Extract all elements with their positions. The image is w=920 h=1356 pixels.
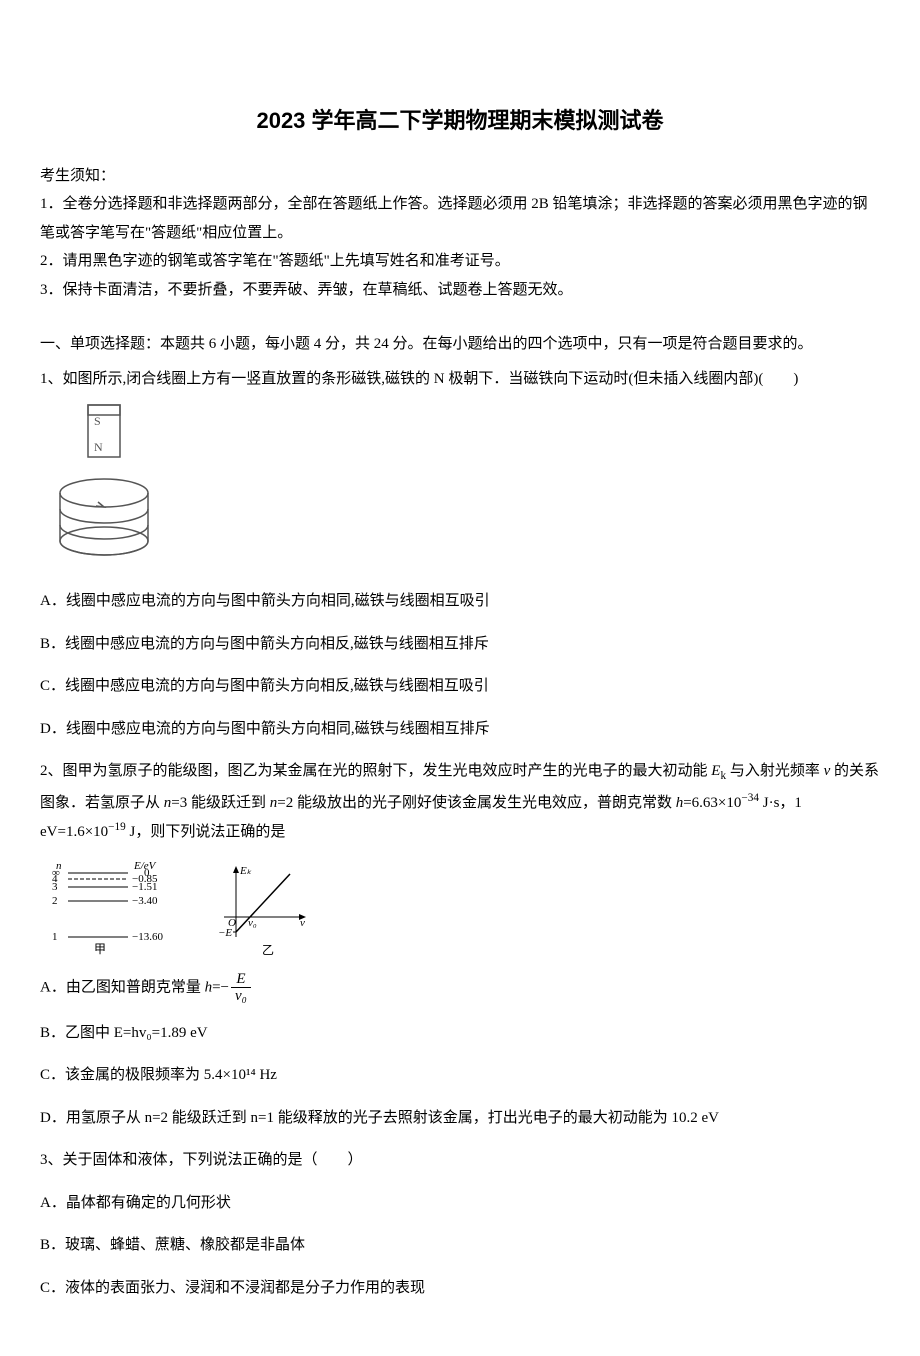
q3-option-c: C．液体的表面张力、浸润和不浸润都是分子力作用的表现 <box>40 1274 880 1303</box>
level-e-1: −13.60 <box>132 931 163 943</box>
q2a-h: h <box>205 979 213 995</box>
q2-text-part: J，则下列说法正确的是 <box>126 824 286 840</box>
instruction-item: 1．全卷分选择题和非选择题两部分，全部在答题纸上作答。选择题必须用 2B 铅笔填… <box>40 190 880 247</box>
exam-title: 2023 学年高二下学期物理期末模拟测试卷 <box>40 100 880 142</box>
instruction-item: 2．请用黑色字迹的钢笔或答字笔在"答题纸"上先填写姓名和准考证号。 <box>40 247 880 276</box>
level-n-2: 2 <box>52 895 58 907</box>
question-1: 1、如图所示,闭合线圈上方有一竖直放置的条形磁铁,磁铁的 N 极朝下．当磁铁向下… <box>40 365 880 744</box>
figure-jia-label: 甲 <box>94 942 106 956</box>
question-2-text: 2、图甲为氢原子的能级图，图乙为某金属在光的照射下，发生光电效应时产生的光电子的… <box>40 757 880 846</box>
q2-text-part: 与入射光频率 <box>726 763 824 779</box>
q2-text-part: 2、图甲为氢原子的能级图，图乙为某金属在光的照射下，发生光电效应时产生的光电子的… <box>40 763 711 779</box>
q2-text-part: =6.63×10 <box>683 795 741 811</box>
q1-option-a: A．线圈中感应电流的方向与图中箭头方向相同,磁铁与线圈相互吸引 <box>40 587 880 616</box>
q2-text-part: =3 能级跃迁到 <box>171 795 269 811</box>
q2a-prefix: A．由乙图知普朗克常量 <box>40 979 205 995</box>
v-axis-label: v <box>300 917 305 929</box>
level-e-3: −1.51 <box>132 881 157 893</box>
question-1-text: 1、如图所示,闭合线圈上方有一竖直放置的条形磁铁,磁铁的 N 极朝下．当磁铁向下… <box>40 365 880 394</box>
neg-e-label: −E <box>218 927 232 939</box>
v0-label: v₀ <box>248 917 257 929</box>
q2-exp: −34 <box>741 792 759 804</box>
q1-option-c: C．线圈中感应电流的方向与图中箭头方向相反,磁铁与线圈相互吸引 <box>40 672 880 701</box>
q2-option-a: A．由乙图知普朗克常量 h=−Ev₀ <box>40 971 880 1005</box>
q2a-eq: =− <box>212 979 229 995</box>
section-1-intro: 一、单项选择题：本题共 6 小题，每小题 4 分，共 24 分。在每小题给出的四… <box>40 330 880 359</box>
level-n-1: 1 <box>52 931 58 943</box>
magnet-s-label: S <box>94 414 101 428</box>
instruction-item: 3．保持卡面清洁，不要折叠，不要弄破、弄皱，在草稿纸、试题卷上答题无效。 <box>40 276 880 305</box>
level-n-3: 3 <box>52 881 58 893</box>
question-3: 3、关于固体和液体，下列说法正确的是（ ） A．晶体都有确定的几何形状 B．玻璃… <box>40 1146 880 1302</box>
figure-q1: S N <box>46 403 880 573</box>
q2a-fraction: Ev₀ <box>231 971 251 1005</box>
ek-v-graph: Eₖ O v₀ v −E 乙 <box>216 862 316 957</box>
level-e-2: −3.40 <box>132 895 158 907</box>
magnet-n-label: N <box>94 440 103 454</box>
q2-exp: −19 <box>108 821 126 833</box>
fraction-num: E <box>231 971 251 989</box>
question-3-text: 3、关于固体和液体，下列说法正确的是（ ） <box>40 1146 880 1175</box>
question-2: 2、图甲为氢原子的能级图，图乙为某金属在光的照射下，发生光电效应时产生的光电子的… <box>40 757 880 1132</box>
figure-q2: n E/eV ∞ 0 4 −0.85 3 −1.51 2 −3.40 1 −13… <box>46 857 880 957</box>
q3-option-a: A．晶体都有确定的几何形状 <box>40 1189 880 1218</box>
q2-text-part: =2 能级放出的光子刚好使该金属发生光电效应，普朗克常数 <box>277 795 675 811</box>
q1-option-b: B．线圈中感应电流的方向与图中箭头方向相反,磁铁与线圈相互排斥 <box>40 630 880 659</box>
q3-option-b: B．玻璃、蜂蜡、蔗糖、橡胶都是非晶体 <box>40 1231 880 1260</box>
figure-yi-label: 乙 <box>262 943 274 957</box>
ek-axis-label: Eₖ <box>239 865 252 877</box>
instructions-block: 考生须知： 1．全卷分选择题和非选择题两部分，全部在答题纸上作答。选择题必须用 … <box>40 162 880 305</box>
q2-option-d: D．用氢原子从 n=2 能级跃迁到 n=1 能级释放的光子去照射该金属，打出光电… <box>40 1104 880 1133</box>
energy-level-diagram: n E/eV ∞ 0 4 −0.85 3 −1.51 2 −3.40 1 −13… <box>46 857 176 957</box>
q2-option-c: C．该金属的极限频率为 5.4×10¹⁴ Hz <box>40 1061 880 1090</box>
fraction-den: v₀ <box>231 988 251 1005</box>
q1-option-d: D．线圈中感应电流的方向与图中箭头方向相同,磁铁与线圈相互排斥 <box>40 715 880 744</box>
q2-option-b: B．乙图中 E=hv₀=1.89 eV <box>40 1019 880 1048</box>
magnet-coil-diagram: S N <box>46 403 176 573</box>
instructions-heading: 考生须知： <box>40 162 880 191</box>
